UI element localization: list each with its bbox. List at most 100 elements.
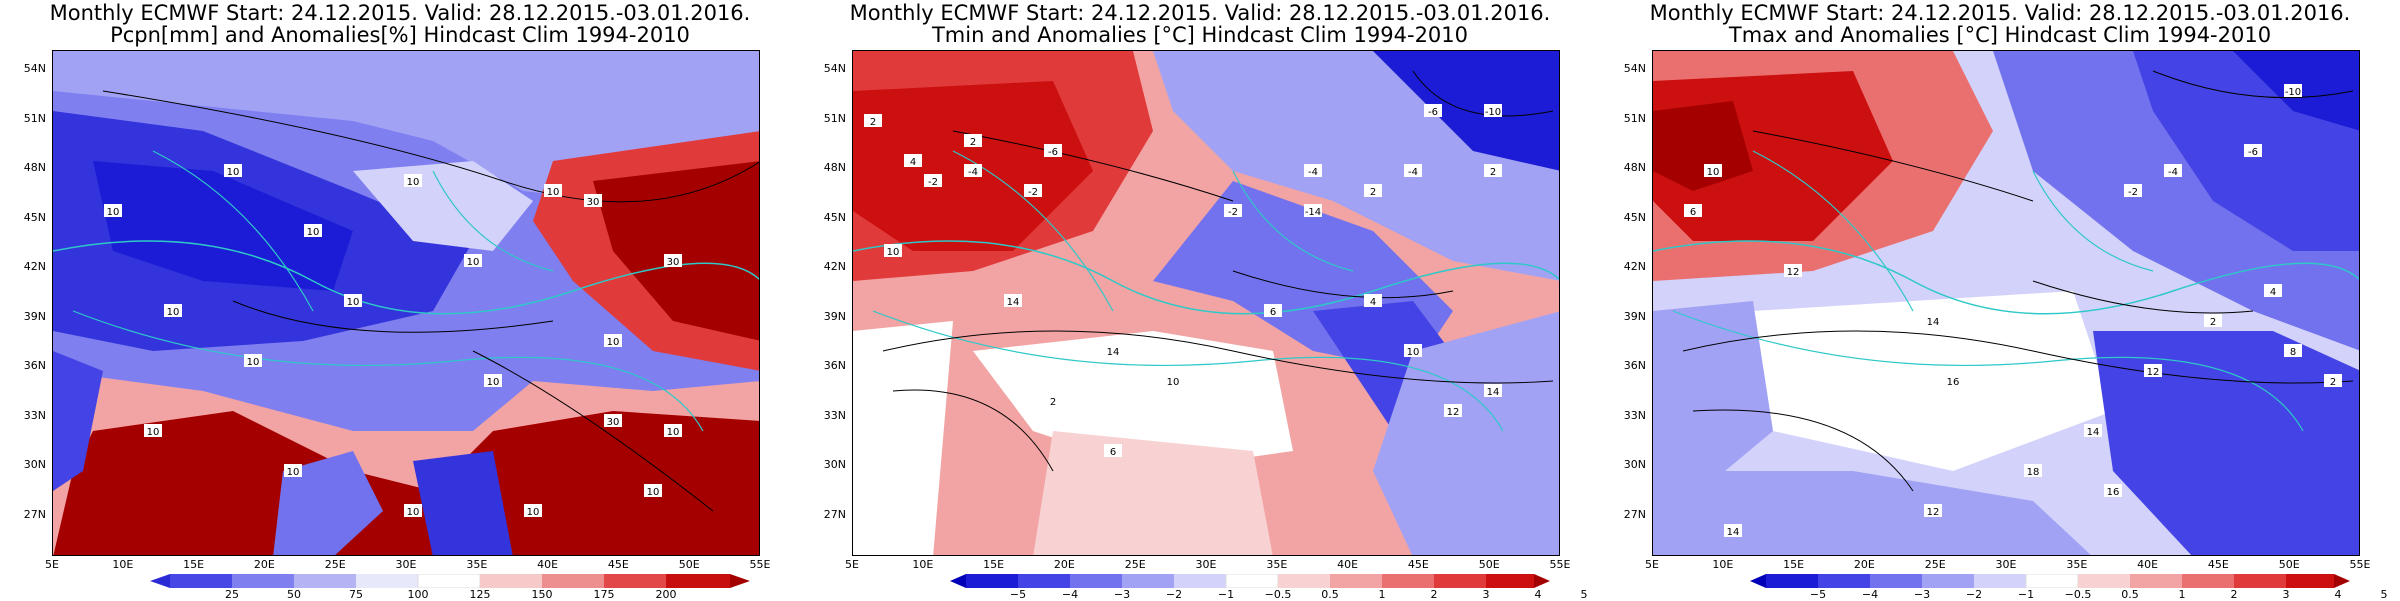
contour-label: -14 xyxy=(1304,204,1322,218)
svg-text:14: 14 xyxy=(1927,317,1940,328)
colorbar-tick: −3 xyxy=(1113,588,1131,601)
contour-label: 4 xyxy=(1364,294,1382,308)
latitude-label: 45N xyxy=(1623,210,1646,224)
svg-text:14: 14 xyxy=(1107,347,1120,358)
svg-text:14: 14 xyxy=(1487,387,1500,398)
latitude-label: 39N xyxy=(23,309,46,323)
latitude-label: 48N xyxy=(1623,161,1646,175)
colorbar-tick: 0.5 xyxy=(1321,588,1339,601)
svg-text:-10: -10 xyxy=(1485,107,1501,118)
contour-label: 10 xyxy=(144,424,162,438)
contour-label: 10 xyxy=(1164,374,1182,388)
longitude-label: 35E xyxy=(466,558,488,571)
latitude-label: 33N xyxy=(1623,408,1646,422)
longitude-label: 45E xyxy=(1407,558,1429,571)
svg-text:10: 10 xyxy=(647,487,660,498)
tmin-colorbar xyxy=(950,573,1550,589)
colorbar-tick: −1 xyxy=(1217,588,1235,601)
svg-text:10: 10 xyxy=(167,307,180,318)
latitude-label: 36N xyxy=(1623,359,1646,373)
panel-tmin: Monthly ECMWF Start: 24.12.2015. Valid: … xyxy=(800,0,1600,601)
contour-label: 12 xyxy=(1444,404,1462,418)
longitude-label: 55E xyxy=(1549,558,1571,571)
svg-text:10: 10 xyxy=(1167,377,1180,388)
svg-text:10: 10 xyxy=(227,167,240,178)
contour-label: 18 xyxy=(2024,464,2042,478)
panel-title-line1: Monthly ECMWF Start: 24.12.2015. Valid: … xyxy=(1649,1,2351,25)
colorbar-tick: 3 xyxy=(2282,588,2290,601)
contour-label: -10 xyxy=(1484,104,1502,118)
latitude-label: 39N xyxy=(1623,309,1646,323)
latitude-label: 36N xyxy=(823,359,846,373)
contour-label: 10 xyxy=(164,304,182,318)
svg-text:12: 12 xyxy=(1927,507,1940,518)
svg-text:18: 18 xyxy=(2027,467,2040,478)
longitude-label: 10E xyxy=(1712,558,1734,571)
svg-text:10: 10 xyxy=(147,427,160,438)
contour-label: 10 xyxy=(1404,344,1422,358)
svg-text:10: 10 xyxy=(487,377,500,388)
contour-label: 8 xyxy=(2284,344,2302,358)
svg-text:12: 12 xyxy=(2147,367,2160,378)
contour-label: 16 xyxy=(1944,374,1962,388)
panel-tmax: Monthly ECMWF Start: 24.12.2015. Valid: … xyxy=(1600,0,2400,601)
colorbar-tick: 125 xyxy=(469,588,491,601)
contour-label: 4 xyxy=(2264,284,2282,298)
panel-title-line1: Monthly ECMWF Start: 24.12.2015. Valid: … xyxy=(49,1,751,25)
contour-label: -2 xyxy=(924,174,942,188)
latitude-label: 36N xyxy=(23,359,46,373)
panel-title-line1: Monthly ECMWF Start: 24.12.2015. Valid: … xyxy=(849,1,1551,25)
colorbar-tick: 2 xyxy=(2230,588,2238,601)
colorbar-tick: 150 xyxy=(531,588,553,601)
precipitation-colorbar xyxy=(150,573,750,589)
svg-text:10: 10 xyxy=(887,247,900,258)
longitude-label: 50E xyxy=(2278,558,2300,571)
latitude-label: 51N xyxy=(1623,111,1646,125)
panel-title-line2: Tmin and Anomalies [°C] Hindcast Clim 19… xyxy=(931,23,1469,47)
svg-text:10: 10 xyxy=(407,507,420,518)
contour-label: 10 xyxy=(304,224,322,238)
latitude-label: 51N xyxy=(23,111,46,125)
latitude-label: 42N xyxy=(23,260,46,274)
latitude-label: 33N xyxy=(23,408,46,422)
contour-label: -4 xyxy=(1304,164,1322,178)
colorbar-tick: 4 xyxy=(1534,588,1542,601)
longitude-label: 5E xyxy=(45,558,59,571)
longitude-label: 35E xyxy=(2066,558,2088,571)
svg-text:-4: -4 xyxy=(1408,167,1418,178)
longitude-label: 55E xyxy=(2349,558,2371,571)
colorbar-tick: 75 xyxy=(349,588,363,601)
svg-text:10: 10 xyxy=(467,257,480,268)
longitude-label: 5E xyxy=(1645,558,1659,571)
colorbar-tick: 5 xyxy=(1580,588,1588,601)
colorbar-tick: −0.5 xyxy=(2064,588,2092,601)
svg-text:2: 2 xyxy=(1370,187,1376,198)
svg-text:14: 14 xyxy=(1007,297,1020,308)
svg-text:-6: -6 xyxy=(1428,107,1438,118)
latitude-label: 54N xyxy=(23,62,46,75)
svg-text:2: 2 xyxy=(2330,377,2336,388)
svg-text:6: 6 xyxy=(1270,307,1276,318)
contour-label: 12 xyxy=(2144,364,2162,378)
svg-text:10: 10 xyxy=(547,187,560,198)
longitude-label: 25E xyxy=(1124,558,1146,571)
colorbar-tick: −0.5 xyxy=(1264,588,1292,601)
svg-text:-4: -4 xyxy=(1308,167,1318,178)
longitude-label: 25E xyxy=(324,558,346,571)
longitude-label: 10E xyxy=(912,558,934,571)
colorbar-tick: 25 xyxy=(225,588,239,601)
svg-text:-2: -2 xyxy=(1028,187,1038,198)
svg-text:-14: -14 xyxy=(1305,207,1321,218)
contour-label: 10 xyxy=(464,254,482,268)
panel-title-line2: Tmax and Anomalies [°C] Hindcast Clim 19… xyxy=(1728,23,2272,47)
svg-text:4: 4 xyxy=(2270,287,2276,298)
contour-label: 30 xyxy=(604,414,622,428)
longitude-label: 55E xyxy=(749,558,771,571)
colorbar-tick: 0.5 xyxy=(2121,588,2139,601)
panel-precipitation: Monthly ECMWF Start: 24.12.2015. Valid: … xyxy=(0,0,800,601)
contour-label: 14 xyxy=(1004,294,1022,308)
svg-text:10: 10 xyxy=(527,507,540,518)
longitude-label: 5E xyxy=(845,558,859,571)
contour-label: 4 xyxy=(904,154,922,168)
colorbar-tick: 175 xyxy=(593,588,615,601)
